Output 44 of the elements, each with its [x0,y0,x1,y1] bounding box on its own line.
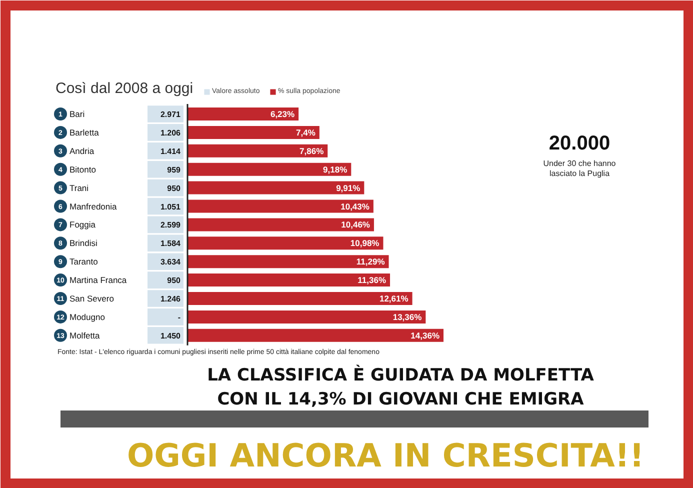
data-label: 13,36% [392,312,422,322]
data-label: 1.051 [160,202,182,212]
bar [188,236,384,250]
bar [188,218,374,232]
bar [188,162,352,176]
data-label: 2.599 [160,220,182,230]
data-label: 10,98% [350,238,380,248]
bar [188,255,389,268]
data-label: 11,29% [356,256,386,267]
bar [188,126,320,139]
data-label: 9,18% [323,164,348,174]
data-label: 7,4% [296,127,316,138]
text: 20.000 [548,132,610,154]
text: LA CLASSIFICA È GUIDATA DA MOLFETTA CON IL 14,3% DI GIOVANI CHE EMIGRA [207,364,595,410]
chart-title: Così dal 2008 a oggi [56,80,194,97]
bar [188,181,364,194]
data-label: 2.971 [160,110,182,119]
data-label: - [178,312,181,322]
data-label: 950 [167,276,182,286]
data-label: 9,91% [336,182,361,193]
bar [188,108,299,120]
data-label: 1.450 [160,331,182,340]
data-label: 3.634 [160,258,182,267]
bar [188,200,374,213]
data-label: 1.414 [160,146,182,156]
data-label: 7,86% [300,146,324,156]
bar [188,310,426,324]
data-label: 10,46% [341,220,370,230]
text: Under 30 che hanno lasciato la Puglia [543,159,616,178]
bar [188,274,390,287]
data-label: 6,23% [270,109,296,119]
data-label: 959 [167,165,182,174]
text: OGGI ANCORA IN CRESCITA!! [126,436,644,474]
data-label: 14,36% [410,330,440,340]
bar [188,144,328,158]
data-label: 1.246 [160,294,182,304]
data-label: 10,43% [340,201,370,212]
data-label: 11,36% [358,275,386,286]
data-label: 1.584 [160,239,182,248]
data-label: 1.206 [160,128,182,138]
data-label: 12,61% [379,294,409,304]
bar [188,328,444,342]
bar [188,292,412,305]
data-label: 950 [167,184,182,193]
